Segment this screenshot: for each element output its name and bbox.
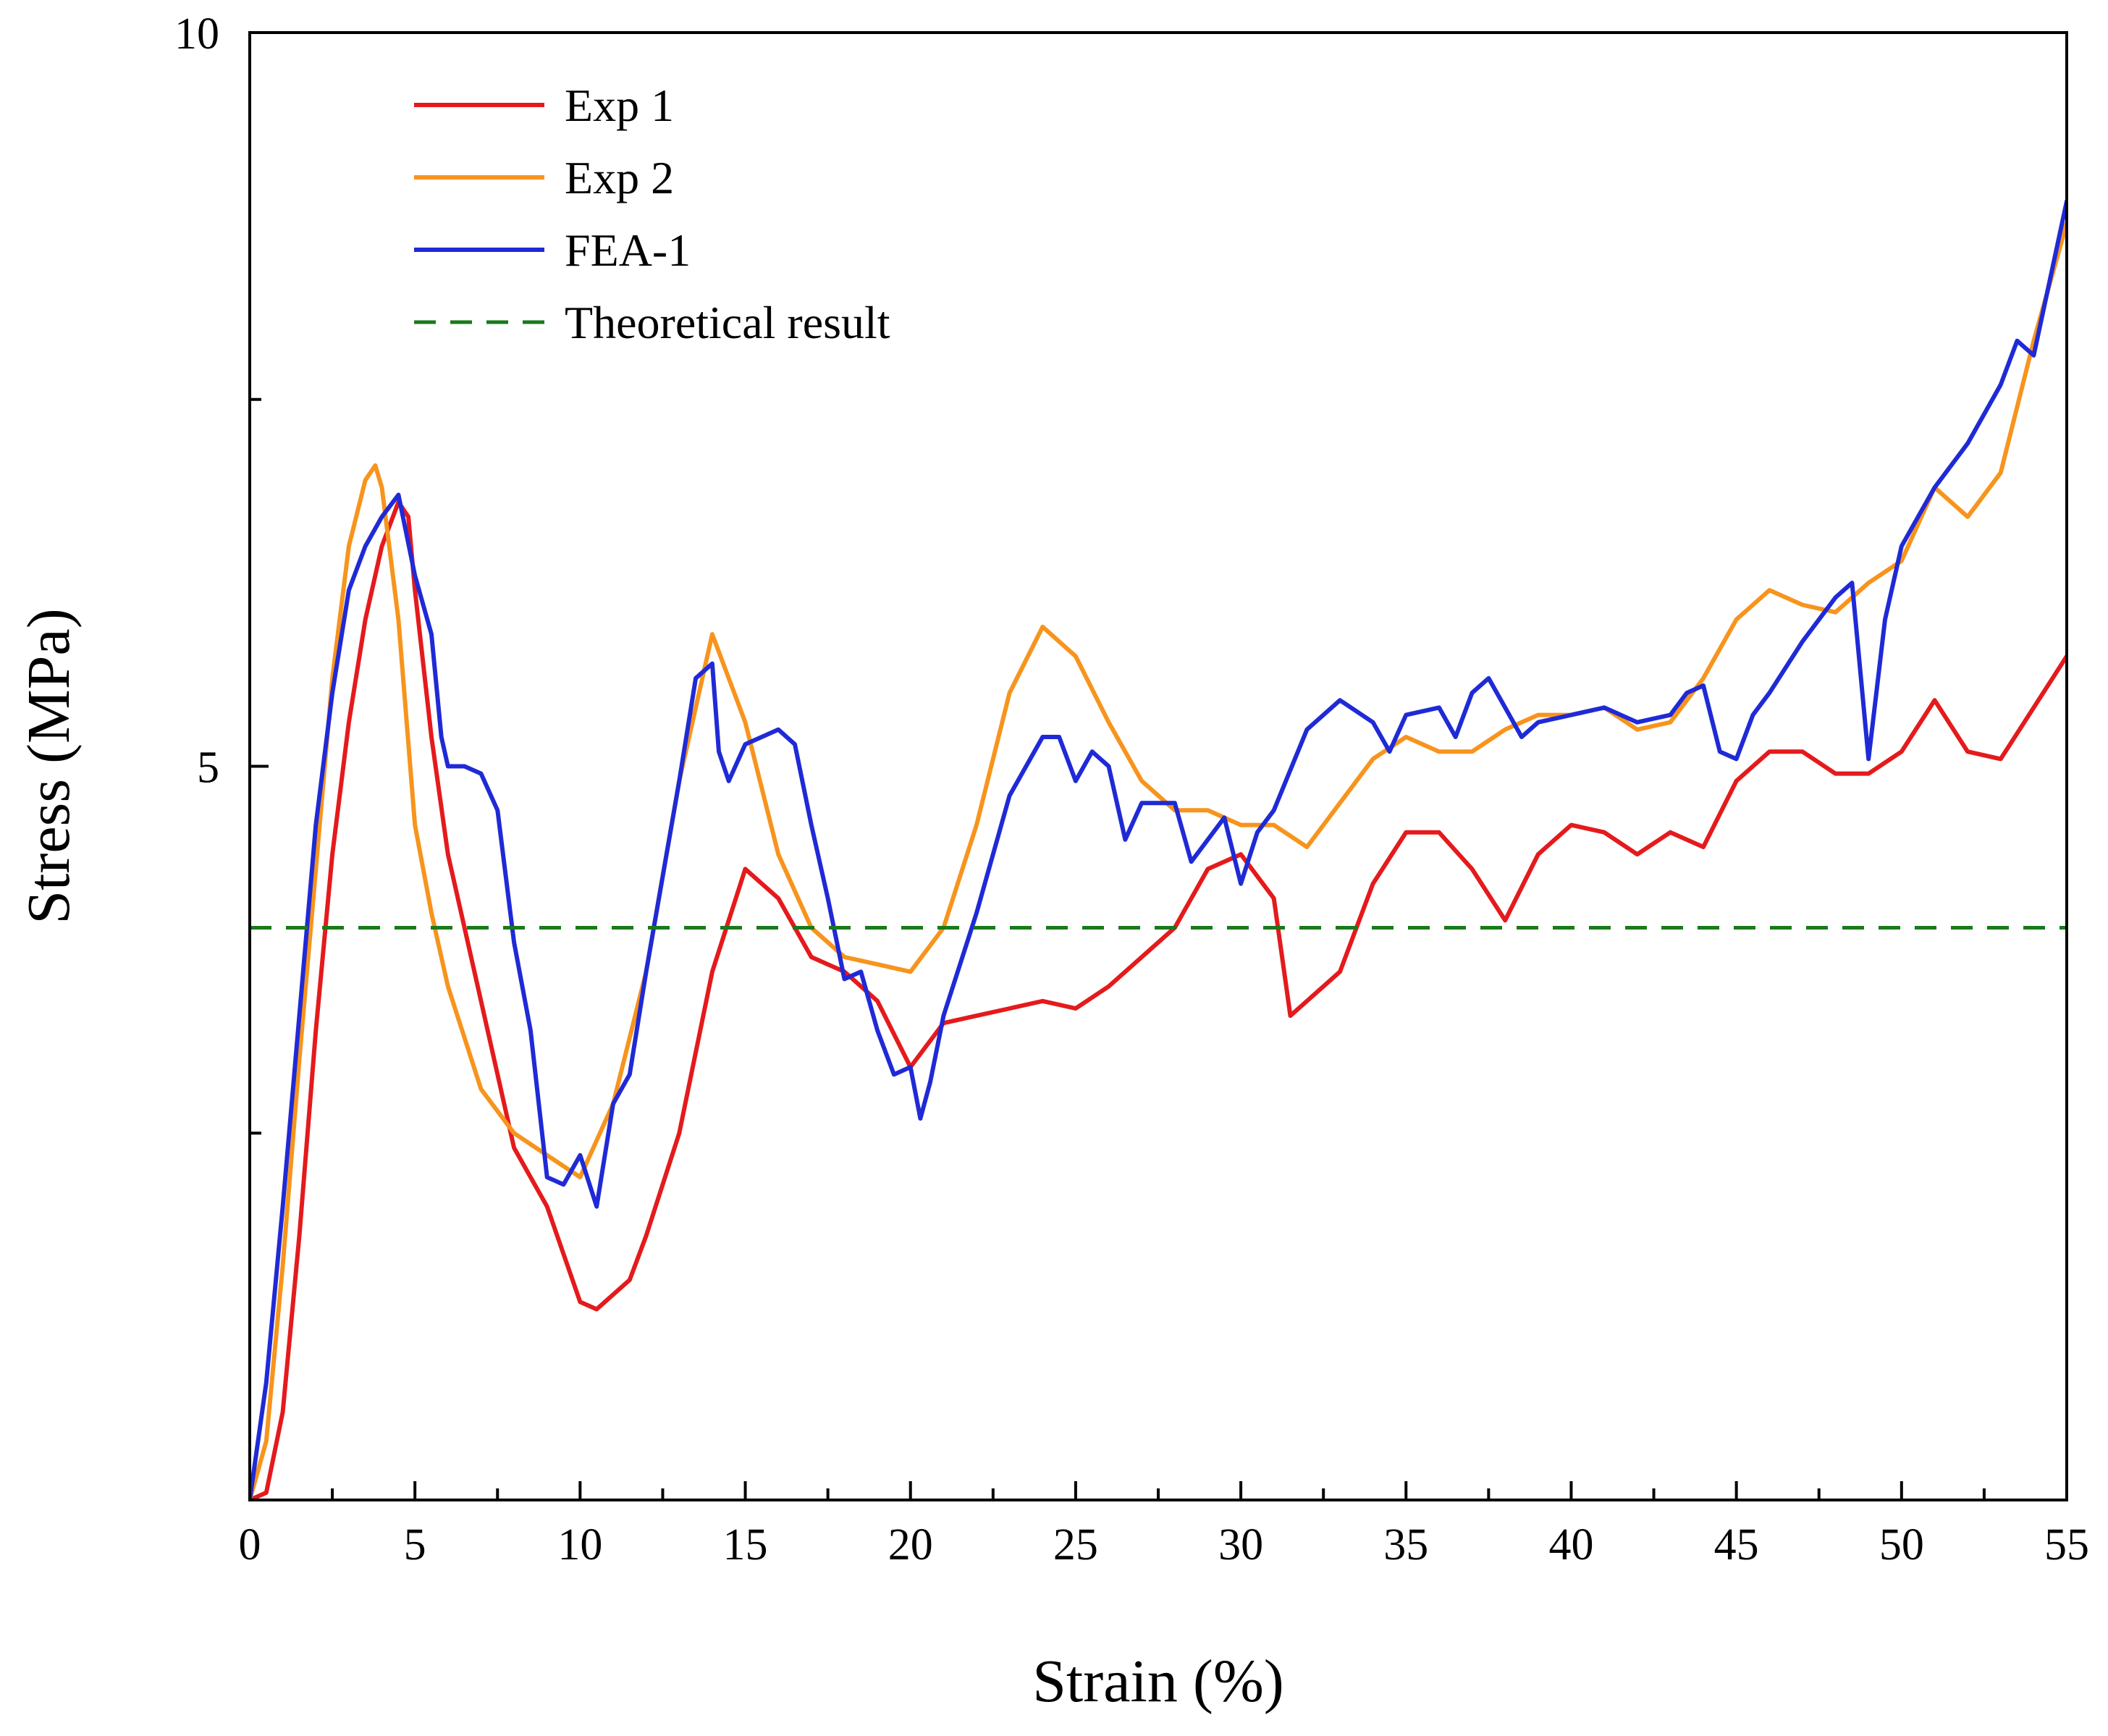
series-line-fea-1 (250, 199, 2067, 1500)
x-tick-label: 10 (557, 1520, 602, 1569)
y-tick-label: 5 (197, 743, 219, 793)
x-tick-label: 35 (1383, 1520, 1428, 1569)
x-tick-label: 50 (1879, 1520, 1924, 1569)
legend-label-fea-1: FEA-1 (565, 224, 691, 276)
x-axis-title: Strain (%) (1032, 1648, 1284, 1715)
series-line-exp-2 (250, 221, 2067, 1500)
x-tick-label: 15 (723, 1520, 768, 1569)
series-layer (250, 199, 2067, 1500)
legend-label-exp-1: Exp 1 (565, 80, 674, 131)
legend-label-exp-2: Exp 2 (565, 152, 674, 203)
x-tick-label: 40 (1548, 1520, 1593, 1569)
y-axis-title: Stress (MPa) (15, 608, 83, 924)
x-tick-label: 5 (404, 1520, 426, 1569)
x-tick-label: 55 (2044, 1520, 2089, 1569)
legend-label-theoretical-result: Theoretical result (565, 297, 890, 348)
x-tick-label: 20 (888, 1520, 933, 1569)
x-tick-label: 0 (239, 1520, 261, 1569)
x-tick-label: 30 (1218, 1520, 1263, 1569)
x-tick-label: 45 (1714, 1520, 1759, 1569)
x-tick-label: 25 (1053, 1520, 1098, 1569)
y-tick-label: 10 (174, 9, 219, 59)
legend: Exp 1 Exp 2 FEA-1 Theoretical result (414, 80, 890, 348)
plot-frame (248, 31, 2068, 1501)
